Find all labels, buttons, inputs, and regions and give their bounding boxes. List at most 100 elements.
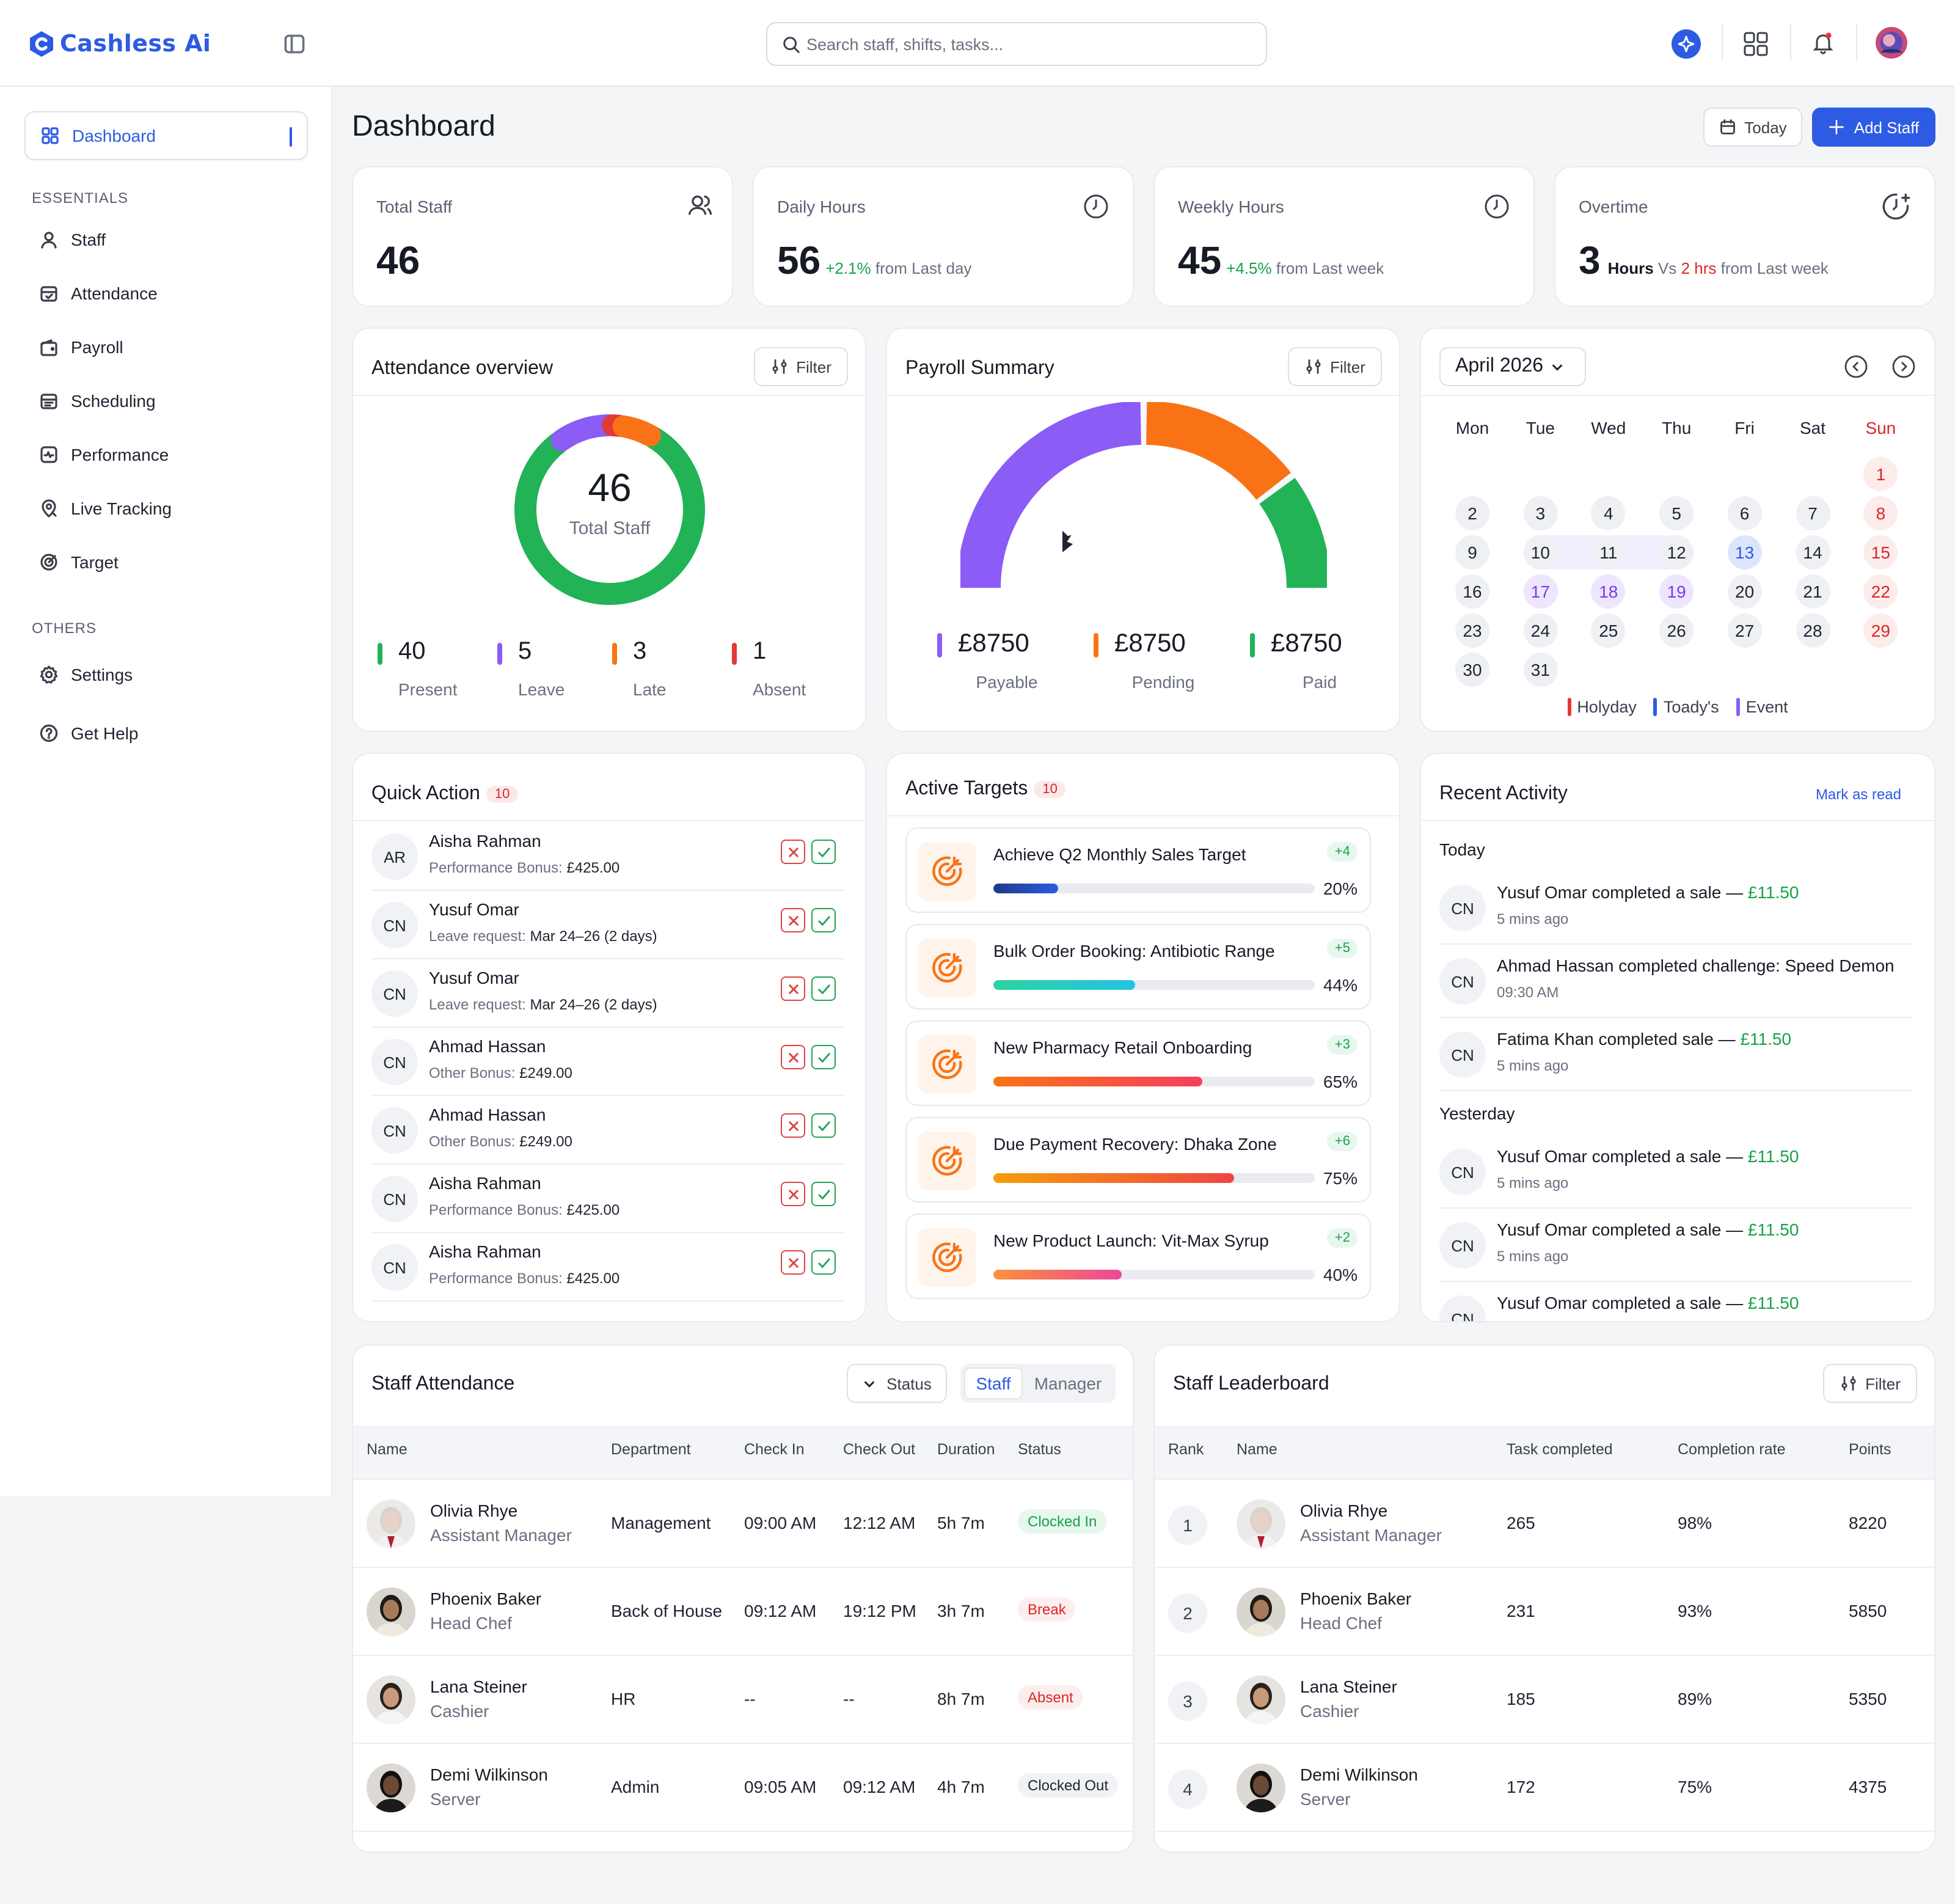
calendar-day[interactable]: 27	[1727, 613, 1762, 648]
reject-button[interactable]	[781, 840, 805, 864]
column-header: Status	[1018, 1441, 1061, 1458]
staff-name: Aisha Rahman	[429, 1173, 541, 1193]
filter-button[interactable]: Filter	[1823, 1364, 1917, 1403]
calendar-day[interactable]: 23	[1455, 613, 1489, 648]
table-row[interactable]: 4 Demi Wilkinson Server 172 75% 4375	[1155, 1744, 1934, 1832]
search-input[interactable]: Search staff, shifts, tasks...	[766, 22, 1267, 66]
table-row[interactable]: 2 Phoenix Baker Head Chef 231 93% 5850	[1155, 1568, 1934, 1656]
target-item[interactable]: New Product Launch: Vit-Max Syrup +2 40%	[905, 1214, 1371, 1299]
reject-button[interactable]	[781, 1250, 805, 1275]
legend-label: Pending	[1131, 672, 1195, 692]
sidebar-item-dashboard[interactable]: Dashboard	[24, 111, 308, 160]
mark-as-read-link[interactable]: Mark as read	[1815, 786, 1901, 803]
ai-sparkle-button[interactable]	[1672, 29, 1701, 59]
calendar-day[interactable]: 10	[1523, 535, 1558, 569]
stat-value: 46	[376, 238, 420, 282]
sidebar-item-staff[interactable]: Staff	[24, 215, 308, 264]
approve-button[interactable]	[811, 1045, 836, 1069]
notification-bell-icon[interactable]	[1811, 31, 1835, 55]
reject-button[interactable]	[781, 908, 805, 932]
target-item[interactable]: Due Payment Recovery: Dhaka Zone +6 75%	[905, 1117, 1371, 1203]
status-filter-dropdown[interactable]: Status	[847, 1364, 947, 1403]
sidebar-toggle-icon[interactable]	[283, 33, 305, 55]
donut-segment-leave	[550, 414, 619, 452]
calendar-day[interactable]: 25	[1591, 613, 1626, 648]
calendar-day-event[interactable]: 19	[1659, 574, 1694, 609]
calendar-day-event[interactable]: 18	[1591, 574, 1626, 609]
sidebar-item-scheduling[interactable]: Scheduling	[24, 376, 308, 425]
next-month-button[interactable]	[1891, 354, 1916, 379]
prev-month-button[interactable]	[1844, 354, 1868, 379]
calendar-day-holiday[interactable]: 15	[1863, 535, 1898, 569]
apps-grid-icon[interactable]	[1742, 31, 1769, 57]
user-avatar[interactable]	[1876, 27, 1907, 59]
sidebar-item-live-tracking[interactable]: Live Tracking	[24, 484, 308, 533]
calendar-day[interactable]: 2	[1455, 496, 1489, 530]
sidebar-item-attendance[interactable]: Attendance	[24, 269, 308, 318]
calendar-day[interactable]: 4	[1591, 496, 1626, 530]
calendar-day[interactable]: 30	[1455, 653, 1489, 687]
sparkle-icon	[1678, 35, 1695, 53]
calendar-day[interactable]: 6	[1727, 496, 1762, 530]
calendar-day[interactable]: 14	[1796, 535, 1830, 569]
table-row[interactable]: 1 Olivia Rhye Assistant Manager 265 98% 8220	[1155, 1480, 1934, 1568]
sidebar-item-payroll[interactable]: Payroll	[24, 323, 308, 372]
calendar-day[interactable]: 31	[1523, 653, 1558, 687]
add-staff-button[interactable]: Add Staff	[1812, 108, 1935, 147]
approve-button[interactable]	[811, 840, 836, 864]
sidebar-item-settings[interactable]: Settings	[24, 650, 308, 699]
approve-button[interactable]	[811, 908, 836, 932]
table-row[interactable]: Lana Steiner Cashier HR -- -- 8h 7m Absent	[353, 1656, 1133, 1744]
approve-button[interactable]	[811, 1182, 836, 1206]
today-button[interactable]: Today	[1703, 108, 1802, 147]
calendar-day[interactable]: 9	[1455, 535, 1489, 569]
activity-text: Yusuf Omar completed a sale — £11.50	[1497, 882, 1799, 902]
reject-button[interactable]	[781, 1113, 805, 1138]
calendar-day-event[interactable]: 17	[1523, 574, 1558, 609]
calendar-day[interactable]: 20	[1727, 574, 1762, 609]
dashboard-grid-icon	[42, 127, 59, 144]
table-row[interactable]: Phoenix Baker Head Chef Back of House 09:12…	[353, 1568, 1133, 1656]
reject-button[interactable]	[781, 1182, 805, 1206]
filter-button[interactable]: Filter	[754, 347, 848, 386]
progress-fill	[993, 1173, 1235, 1183]
toggle-manager[interactable]: Manager	[1034, 1374, 1102, 1393]
reject-button[interactable]	[781, 976, 805, 1001]
sidebar-item-get-help[interactable]: Get Help	[24, 709, 308, 758]
calendar-day-holiday[interactable]: 1	[1863, 457, 1898, 491]
filter-button[interactable]: Filter	[1288, 347, 1382, 386]
sidebar-item-performance[interactable]: Performance	[24, 430, 308, 479]
approve-button[interactable]	[811, 976, 836, 1001]
sidebar-item-target[interactable]: Target	[24, 538, 308, 587]
table-row[interactable]: Olivia Rhye Assistant Manager Management 09…	[353, 1480, 1133, 1568]
calendar-day-today[interactable]: 13	[1727, 535, 1762, 569]
calendar-day[interactable]: 21	[1796, 574, 1830, 609]
month-select[interactable]: April 2026	[1439, 347, 1586, 386]
calendar-day[interactable]: 5	[1659, 496, 1694, 530]
calendar-day[interactable]: 3	[1523, 496, 1558, 530]
calendar-day[interactable]: 16	[1455, 574, 1489, 609]
reject-button[interactable]	[781, 1045, 805, 1069]
table-row[interactable]: 3 Lana Steiner Cashier 185 89% 5350	[1155, 1656, 1934, 1744]
target-item[interactable]: New Pharmacy Retail Onboarding +3 65%	[905, 1020, 1371, 1106]
calendar-day[interactable]: 11	[1591, 535, 1626, 569]
calendar-day-holiday[interactable]: 22	[1863, 574, 1898, 609]
column-header: Rank	[1168, 1441, 1204, 1458]
calendar-day-holiday[interactable]: 8	[1863, 496, 1898, 530]
calendar-day[interactable]: 7	[1796, 496, 1830, 530]
approve-button[interactable]	[811, 1113, 836, 1138]
calendar-day-holiday[interactable]: 29	[1863, 613, 1898, 648]
staff-role: Assistant Manager	[430, 1525, 572, 1545]
duration-cell: 3h 7m	[937, 1601, 985, 1620]
table-row[interactable]: Demi Wilkinson Server Admin 09:05 AM 09:12 A…	[353, 1744, 1133, 1832]
app-logo[interactable]: Cashless Ai	[27, 29, 211, 59]
target-title: Achieve Q2 Monthly Sales Target	[993, 844, 1246, 864]
calendar-day[interactable]: 26	[1659, 613, 1694, 648]
calendar-day[interactable]: 12	[1659, 535, 1694, 569]
target-item[interactable]: Bulk Order Booking: Antibiotic Range +5 44…	[905, 924, 1371, 1009]
calendar-day[interactable]: 28	[1796, 613, 1830, 648]
calendar-day[interactable]: 24	[1523, 613, 1558, 648]
toggle-staff[interactable]: Staff	[964, 1368, 1023, 1399]
approve-button[interactable]	[811, 1250, 836, 1275]
target-item[interactable]: Achieve Q2 Monthly Sales Target +4 20%	[905, 827, 1371, 913]
